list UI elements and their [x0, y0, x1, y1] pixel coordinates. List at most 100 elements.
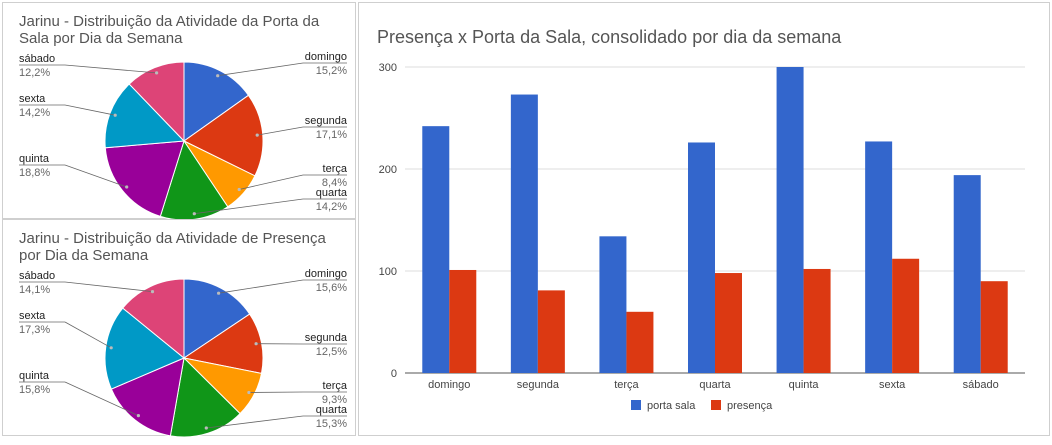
pie-percent-quarta: 14,2% — [316, 201, 347, 213]
pie-leader-dot — [254, 342, 258, 346]
bar-presença-quinta — [803, 268, 831, 373]
y-tick-label: 0 — [391, 368, 397, 380]
bar-chart-title: Presença x Porta da Sala, consolidado po… — [377, 27, 842, 47]
pie-label-sábado: sábado — [19, 270, 55, 282]
pie-percent-quinta: 18,8% — [19, 167, 50, 179]
bar-porta-sala-terça — [599, 236, 627, 373]
x-tick-label: quinta — [789, 379, 820, 391]
pie-chart-canvas: domingo 15,6% segunda 12,5% terça 9,3%quarta 1… — [19, 268, 348, 437]
pie-leader-line — [257, 126, 304, 136]
bar-porta-sala-sexta — [865, 141, 893, 373]
pie-slice-sábado — [128, 61, 185, 143]
legend-swatch-porta-sala — [631, 400, 641, 410]
pie-percent-segunda: 17,1% — [316, 129, 347, 141]
bar-presença-sexta — [892, 258, 920, 373]
pie-leader-dot — [237, 187, 241, 192]
pie-percent-sábado: 12,2% — [19, 67, 50, 79]
pie-leader-dot — [216, 74, 220, 78]
pie-slice-sábado — [122, 278, 185, 360]
legend-label-porta-sala: porta sala — [647, 400, 696, 412]
pie-percent-domingo: 15,2% — [316, 65, 347, 77]
pie-label-terça: terça — [323, 163, 348, 175]
pie-leader-dot — [247, 390, 251, 395]
pie-label-quarta: quarta — [316, 187, 348, 199]
pie-percent-domingo: 15,6% — [316, 282, 347, 294]
x-tick-label: segunda — [517, 379, 560, 391]
bar-presença-sábado — [980, 281, 1008, 373]
x-tick-label: sábado — [963, 379, 999, 391]
pie-leader-dot — [192, 212, 196, 216]
y-tick-label: 100 — [379, 266, 397, 278]
x-tick-label: quarta — [699, 379, 731, 391]
bar-presença-terça — [626, 311, 654, 373]
pie-chart-title: Jarinu - Distribuição da Atividade de Pr… — [19, 230, 326, 264]
pie-slice-sexta — [104, 83, 186, 149]
pie-label-quinta: quinta — [19, 370, 50, 382]
pie-leader-dot — [217, 291, 221, 295]
pie-leader-line — [64, 64, 157, 74]
pie-chart-title: Jarinu - Distribuição da Atividade da Po… — [19, 13, 320, 47]
pie-leader-dot — [136, 414, 140, 418]
pie-label-quinta: quinta — [19, 153, 50, 165]
pie-leader-dot — [255, 133, 259, 137]
pie-leader-line — [64, 321, 112, 349]
pie-chart-porta-sala: Jarinu - Distribuição da Atividade da Po… — [2, 2, 356, 220]
pie-chart-presenca: Jarinu - Distribuição da Atividade de Pr… — [2, 219, 356, 437]
bar-porta-sala-quarta — [688, 142, 715, 373]
x-tick-label: domingo — [428, 379, 470, 391]
pie-leader-dot — [204, 426, 208, 430]
pie-label-sábado: sábado — [19, 53, 55, 65]
y-tick-label: 200 — [379, 164, 397, 176]
pie-leader-line — [218, 279, 304, 294]
pie-percent-quarta: 15,3% — [316, 418, 347, 430]
pie-percent-terça: 9,3% — [322, 394, 347, 406]
pie-label-quarta: quarta — [316, 404, 348, 416]
pie-label-segunda: segunda — [305, 332, 348, 344]
pie-leader-dot — [113, 113, 117, 117]
pie-leader-line — [206, 415, 304, 429]
pie-leader-line — [64, 164, 127, 188]
pie-label-domingo: domingo — [305, 268, 347, 280]
pie-leader-line — [64, 104, 116, 116]
pie-slice-quinta — [104, 140, 185, 217]
pie-leader-line — [194, 198, 304, 215]
bar-porta-sala-domingo — [422, 126, 450, 373]
bar-presença-domingo — [449, 269, 477, 373]
pie-label-sexta: sexta — [19, 93, 46, 105]
x-tick-label: sexta — [879, 379, 906, 391]
pie-leader-line — [64, 281, 153, 292]
pie-slice-segunda — [183, 94, 264, 177]
pie-leader-dot — [125, 185, 129, 189]
pie-slice-segunda — [182, 313, 264, 375]
pie-label-sexta: sexta — [19, 310, 46, 322]
pie-label-terça: terça — [323, 380, 348, 392]
pie-leader-line — [239, 174, 304, 190]
pie-leader-dot — [109, 346, 113, 350]
legend-label-presença: presença — [727, 400, 773, 412]
pie-leader-dot — [155, 71, 159, 75]
bar-porta-sala-sábado — [953, 175, 981, 373]
y-tick-label: 300 — [379, 62, 397, 74]
pie-percent-quinta: 15,8% — [19, 384, 50, 396]
pie-percent-sexta: 17,3% — [19, 324, 50, 336]
pie-leader-dot — [150, 290, 155, 294]
bar-presença-quarta — [715, 273, 742, 373]
pie-label-segunda: segunda — [305, 115, 348, 127]
pie-leader-line — [248, 391, 304, 393]
bar-presença-segunda — [537, 290, 565, 373]
bar-porta-sala-segunda — [510, 94, 538, 373]
pie-chart-canvas: domingo 15,2% segunda 17,1% terça 8,4%quarta 1… — [19, 51, 348, 220]
pie-slice-sexta — [104, 307, 185, 390]
pie-slice-domingo — [183, 278, 251, 359]
pie-percent-terça: 8,4% — [322, 177, 347, 189]
bar-porta-sala-quinta — [776, 67, 804, 373]
pie-percent-segunda: 12,5% — [316, 346, 347, 358]
pie-slice-quarta — [169, 356, 241, 437]
pie-leader-line — [217, 62, 304, 77]
pie-percent-sábado: 14,1% — [19, 284, 50, 296]
bar-chart-canvas: 0 100 200 300 domingo segunda terça quarta quint… — [379, 62, 1025, 412]
pie-percent-sexta: 14,2% — [19, 107, 50, 119]
pie-slice-quinta — [110, 357, 185, 437]
bar-chart-presenca-porta: Presença x Porta da Sala, consolidado po… — [358, 2, 1050, 436]
pie-slice-domingo — [183, 61, 250, 142]
